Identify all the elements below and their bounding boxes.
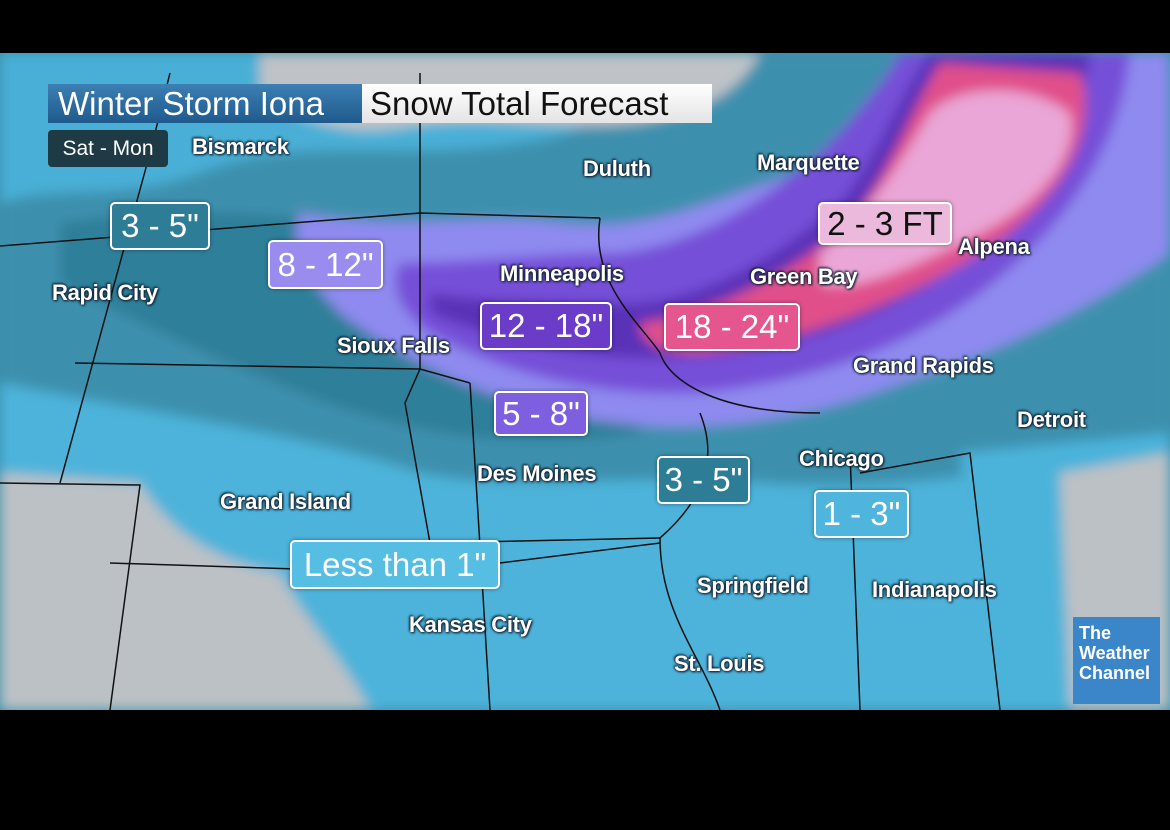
snow-forecast-map [0,53,1170,710]
snow-total-label: 1 - 3" [814,490,909,538]
snow-total-label: Less than 1" [290,540,500,589]
city-label: Sioux Falls [337,333,450,358]
city-label: Des Moines [477,461,597,486]
logo-line: The [1079,623,1112,643]
city-label: Bismarck [192,134,289,159]
logo-line: Channel [1079,663,1151,683]
snow-total-label: 2 - 3 FT [818,202,952,245]
snow-total-label: 3 - 5" [110,202,210,250]
weather-channel-logo: The Weather Channel [1073,617,1160,704]
state-borders [0,72,1001,710]
city-label: Minneapolis [500,261,624,286]
logo-line: Weather [1079,643,1150,663]
product-title-banner: Snow Total Forecast [362,84,712,123]
snow-total-label: 12 - 18" [480,302,612,350]
city-label: Duluth [583,156,651,181]
city-label: Indianapolis [872,577,997,602]
city-label: Marquette [757,150,860,175]
city-label: Grand Rapids [853,353,994,378]
forecast-period-badge: Sat - Mon [48,130,168,167]
snow-bands [0,53,1170,710]
city-label: Springfield [697,573,809,598]
city-label: Detroit [1017,407,1086,432]
city-label: Green Bay [750,264,858,289]
city-label: Alpena [958,234,1030,259]
snow-total-label: 18 - 24" [664,303,800,351]
city-label: St. Louis [674,651,765,676]
city-label: Rapid City [52,280,158,305]
snow-total-label: 8 - 12" [268,240,383,289]
storm-name-banner: Winter Storm Iona [48,84,362,123]
city-label: Chicago [799,446,884,471]
snow-total-label: 3 - 5" [657,456,750,504]
city-label: Kansas City [409,612,532,637]
snow-total-label: 5 - 8" [494,391,588,436]
city-label: Grand Island [220,489,351,514]
